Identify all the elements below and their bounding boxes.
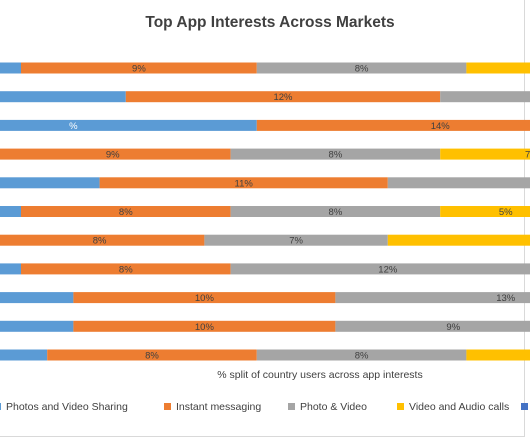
bar-segment-row-6-series-3 <box>230 206 441 217</box>
bar-segment-row-9-series-3 <box>335 292 530 304</box>
data-label-row-3-series-2: 14% <box>431 121 451 132</box>
bar-segment-row-4-series-2 <box>0 148 231 160</box>
x-axis-title: % split of country users across app inte… <box>217 369 423 381</box>
bar-segment-row-7-series-2 <box>0 234 205 246</box>
data-label-row-4-series-4: 7% <box>525 150 530 161</box>
data-label-row-6-series-3: 8% <box>329 207 343 218</box>
bar-segment-row-8-series-2 <box>21 263 231 275</box>
bar-segment-row-11-series-4 <box>466 349 530 361</box>
data-label-row-4-series-3: 8% <box>329 150 343 161</box>
bar-segment-row-4-series-3 <box>230 148 441 160</box>
bar-segment-row-6-series-2 <box>21 206 231 217</box>
bar-segment-row-5-series-2 <box>99 177 388 189</box>
bar-segment-row-8-series-1 <box>0 263 21 275</box>
bar-segment-row-1-series-1 <box>0 62 21 74</box>
bar-segment-row-2-series-1 <box>0 91 126 103</box>
bar-segment-row-10-series-2 <box>73 320 336 332</box>
legend-swatch-instant-messaging <box>164 403 171 410</box>
data-label-row-11-series-3: 8% <box>355 351 369 362</box>
bar-segment-row-9-series-1 <box>0 292 74 304</box>
data-label-row-8-series-2: 8% <box>119 264 133 275</box>
legend-label-photos-video-sharing: Photos and Video Sharing <box>6 401 128 413</box>
bar-segment-row-1-series-4 <box>466 62 530 74</box>
data-label-row-7-series-3: 7% <box>289 236 303 247</box>
bar-segment-row-7-series-3 <box>204 234 388 246</box>
data-label-row-8-series-3: 12% <box>378 264 398 275</box>
bar-segment-row-6-series-4 <box>440 206 530 217</box>
bar-segment-row-1-series-3 <box>256 62 467 74</box>
data-label-row-1-series-3: 8% <box>355 64 369 75</box>
bar-segment-row-5-series-3 <box>387 177 530 189</box>
chart-frame <box>0 0 525 437</box>
bar-segment-row-10-series-3 <box>335 320 530 332</box>
data-label-row-3-series-1: % <box>69 121 78 132</box>
data-label-row-9-series-3: 13% <box>496 293 516 304</box>
data-label-row-4-series-2: 9% <box>106 150 120 161</box>
data-label-row-10-series-3: 9% <box>446 322 460 333</box>
bar-segment-row-11-series-2 <box>47 349 257 361</box>
bar-segment-row-2-series-3 <box>440 91 530 103</box>
bar-segment-row-6-series-1 <box>0 206 21 217</box>
bar-segment-row-11-series-1 <box>0 349 48 361</box>
bar-segment-row-9-series-2 <box>73 292 336 304</box>
data-label-row-6-series-4: 5% <box>499 207 513 218</box>
legend-label-instant-messaging: Instant messaging <box>176 401 262 413</box>
data-label-row-7-series-2: 8% <box>93 236 107 247</box>
bar-segment-row-3-series-2 <box>256 119 530 131</box>
bar-segment-row-2-series-2 <box>125 91 441 103</box>
data-label-row-11-series-2: 8% <box>145 351 159 362</box>
bar-segment-row-10-series-1 <box>0 320 74 332</box>
data-label-row-9-series-2: 10% <box>195 293 215 304</box>
bar-segment-row-4-series-4 <box>440 148 530 160</box>
data-label-row-5-series-2: 11% <box>235 178 254 189</box>
bar-segment-row-1-series-2 <box>21 62 257 74</box>
legend-swatch-photos-video-sharing <box>0 403 1 410</box>
legend: Photos and Video Sharing Instant messagi… <box>0 400 530 414</box>
legend-swatch-video-audio-calls <box>397 403 404 410</box>
legend-swatch-series-5 <box>521 403 528 410</box>
bar-segment-row-3-series-1 <box>0 119 257 131</box>
bar-segment-row-8-series-3 <box>230 263 530 275</box>
chart-title: Top App Interests Across Markets <box>145 14 395 31</box>
data-label-row-6-series-2: 8% <box>119 207 133 218</box>
legend-swatch-photo-video <box>288 403 295 410</box>
data-label-row-2-series-2: 12% <box>273 92 293 103</box>
bar-segment-row-5-series-1 <box>0 177 100 189</box>
bar-segment-row-7-series-4 <box>387 234 530 246</box>
data-label-row-1-series-2: 9% <box>132 64 146 75</box>
data-label-row-10-series-2: 10% <box>195 322 215 333</box>
bar-segment-row-11-series-3 <box>256 349 467 361</box>
legend-label-photo-video: Photo & Video <box>300 401 367 413</box>
legend-label-video-audio-calls: Video and Audio calls <box>409 401 510 413</box>
